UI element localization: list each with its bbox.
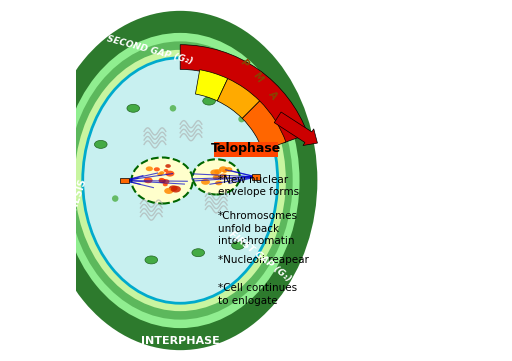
Ellipse shape [132,157,193,204]
Wedge shape [196,70,228,101]
Ellipse shape [200,179,205,182]
Text: P: P [237,57,249,69]
Wedge shape [180,45,308,143]
Ellipse shape [173,190,179,195]
Ellipse shape [208,167,215,171]
Text: A: A [266,90,279,101]
Ellipse shape [169,172,179,179]
Text: *Cell continues
to enlogate: *Cell continues to enlogate [218,283,297,306]
Ellipse shape [214,176,222,181]
Text: *Chromosomes
unfold back
into chromatin: *Chromosomes unfold back into chromatin [218,211,298,246]
FancyBboxPatch shape [215,142,278,157]
Text: Telophase: Telophase [211,142,281,155]
Ellipse shape [161,177,167,181]
Ellipse shape [171,176,179,182]
Ellipse shape [43,11,317,350]
Ellipse shape [145,256,158,264]
Text: FIRST GAP (G₁): FIRST GAP (G₁) [227,229,292,283]
Ellipse shape [162,173,167,176]
Ellipse shape [203,172,212,178]
Ellipse shape [193,159,240,195]
Bar [120,178,129,183]
Ellipse shape [172,179,181,184]
Ellipse shape [169,105,176,112]
Ellipse shape [83,58,278,303]
Text: INTERPHASE: INTERPHASE [141,336,220,346]
Ellipse shape [164,176,170,180]
Text: *Nucleoli reapear: *Nucleoli reapear [218,255,309,265]
Ellipse shape [238,116,245,122]
Ellipse shape [202,179,210,184]
Ellipse shape [221,176,231,183]
Ellipse shape [152,180,162,186]
Ellipse shape [75,50,286,311]
Ellipse shape [192,249,205,257]
Ellipse shape [203,97,216,105]
Text: SYNTHESIS: SYNTHESIS [59,177,88,238]
FancyArrow shape [274,112,317,145]
Text: *New nuclear
envelope forms: *New nuclear envelope forms [218,175,299,197]
Ellipse shape [231,242,244,249]
Ellipse shape [211,164,219,169]
Ellipse shape [157,191,162,195]
Ellipse shape [213,170,218,174]
Ellipse shape [160,191,171,198]
Ellipse shape [68,42,293,319]
Ellipse shape [146,168,156,174]
Text: SECOND GAP (G₂): SECOND GAP (G₂) [105,35,194,66]
Ellipse shape [127,104,140,112]
Ellipse shape [61,33,300,328]
Ellipse shape [157,193,168,200]
Ellipse shape [219,168,227,173]
Ellipse shape [160,170,165,174]
Ellipse shape [147,163,153,167]
Wedge shape [242,101,286,151]
Ellipse shape [94,140,107,148]
Ellipse shape [167,175,172,179]
Text: M: M [251,71,265,84]
Text: MITOTIC PHASE: MITOTIC PHASE [262,19,315,89]
Bar [252,174,260,180]
Ellipse shape [112,195,118,202]
Ellipse shape [219,187,223,190]
Wedge shape [217,79,260,118]
